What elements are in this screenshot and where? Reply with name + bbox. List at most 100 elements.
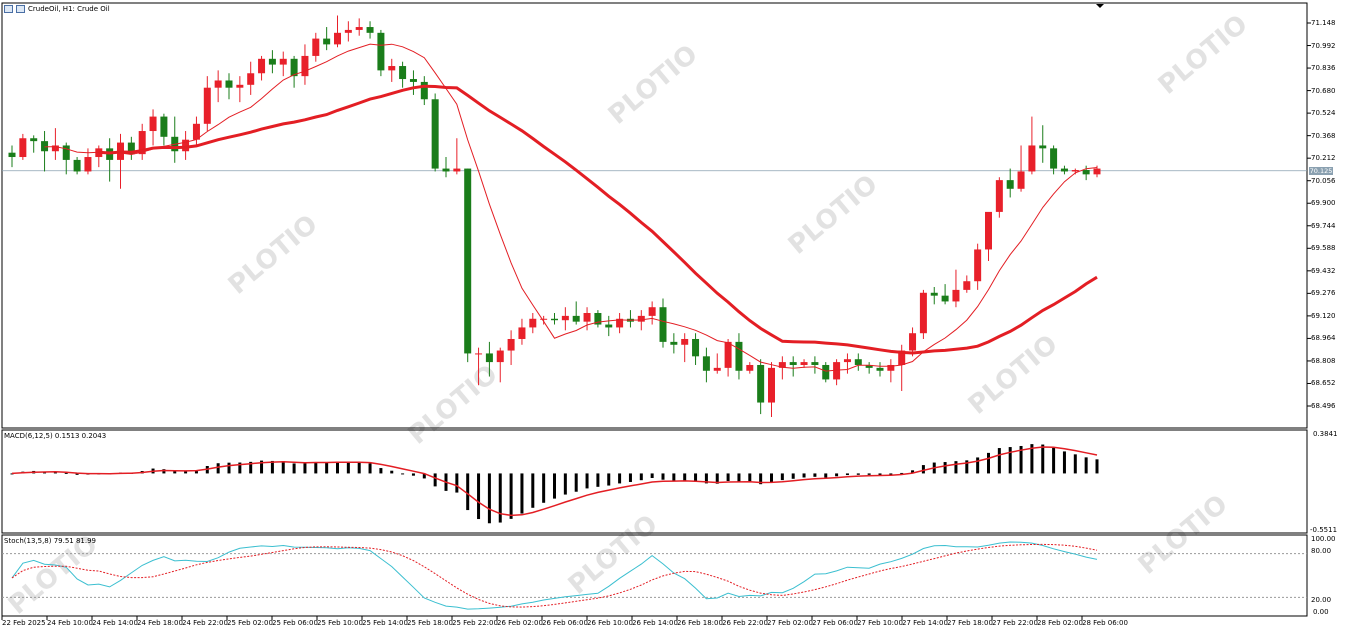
time-axis-label: 27 Feb 02:00 [767,619,813,627]
macd-bar [520,473,524,514]
candle-body [1028,145,1036,172]
candle-body [887,364,895,371]
macd-bar [260,460,264,474]
candle-body [605,324,613,328]
macd-bar [249,461,253,474]
chart-shift-marker [1096,4,1104,8]
macd-bar [780,473,784,481]
price-axis-label: 68.652 [1311,379,1336,388]
stoch-axis-100: 100.00 [1311,535,1336,543]
macd-bar [704,473,708,484]
candle-body [637,315,645,322]
time-axis-label: 25 Feb 02:00 [227,619,273,627]
macd-bar [379,468,383,474]
candle-body [30,138,38,142]
macd-bar [1095,459,1099,474]
candle-body [724,341,732,368]
macd-bar [390,470,394,474]
stoch-main-line [11,541,1098,610]
macd-bar [466,473,470,511]
candle-body [648,307,656,316]
candle-body [529,318,537,328]
time-axis-label: 26 Feb 18:00 [677,619,723,627]
macd-bar [1084,457,1088,474]
candle-body [746,364,754,371]
candle-body [735,341,743,371]
time-axis-label: 27 Feb 22:00 [992,619,1038,627]
candle-body [323,38,331,45]
candle-body [1050,148,1058,169]
candle-body [898,350,906,365]
macd-bar [802,473,806,478]
candle-body [1060,168,1068,172]
macd-bar [835,473,839,477]
candle-body [225,80,233,88]
macd-bar [726,473,730,482]
time-axis-label: 26 Feb 10:00 [587,619,633,627]
candle-body [475,353,483,355]
chart-grid-icon[interactable] [4,5,13,13]
macd-bar [531,473,535,508]
candle-body [377,32,385,71]
macd-bar [281,461,285,474]
candle-body [572,315,580,322]
macd-bar [976,457,980,474]
chart-bars-icon[interactable] [16,5,25,13]
current-price-badge: 70.125 [1309,166,1333,175]
price-axis-label: 70.212 [1311,154,1336,163]
price-axis-label: 69.276 [1311,289,1336,298]
candle-body [843,359,851,363]
macd-bar [401,473,405,475]
candle-body [138,131,146,155]
stoch-pane-frame [1,534,1308,617]
time-axis-label: 27 Feb 06:00 [812,619,858,627]
candle-body [355,27,363,30]
macd-bar [346,462,350,474]
candle-body [73,159,81,172]
macd-bar [303,463,307,474]
price-axis-label: 69.744 [1311,221,1336,230]
macd-bar [596,473,600,487]
symbol-title: CrudeOil, H1: Crude Oil [28,5,110,13]
macd-bar [824,473,828,478]
price-axis-label: 70.056 [1311,176,1336,185]
macd-bar [574,473,578,492]
macd-bar [672,473,676,481]
macd-bar [238,462,242,474]
macd-bar [1052,447,1056,474]
macd-bar [292,463,296,474]
candle-body [127,142,135,155]
candle-body [62,145,70,160]
candle-body [1071,170,1079,172]
macd-axis-min: -0.5511 [1310,526,1338,534]
macd-bar [965,460,969,474]
candle-body [214,80,222,88]
time-axis-label: 24 Feb 14:00 [92,619,138,627]
time-axis-label: 26 Feb 02:00 [497,619,543,627]
candle-body [247,73,255,85]
candle-body [1017,171,1025,189]
candle-body [919,292,927,334]
time-axis-label: 24 Feb 22:00 [182,619,228,627]
macd-bar [1062,451,1066,474]
macd-bar [75,473,79,475]
chart-title-bar: CrudeOil, H1: Crude Oil [4,5,110,13]
price-axis-label: 68.964 [1311,334,1336,343]
macd-bar [628,473,632,482]
macd-bar [455,473,459,493]
macd-bar [368,463,372,474]
time-axis-label: 25 Feb 06:00 [272,619,318,627]
macd-bar [194,470,198,474]
macd-bar [661,473,665,480]
macd-bar [411,473,415,476]
ma-fast-line [44,43,1098,372]
time-axis-label: 24 Feb 10:00 [47,619,93,627]
candle-body [822,364,830,380]
macd-bar [487,473,491,524]
time-axis-label: 28 Feb 02:00 [1037,619,1083,627]
candle-body [268,58,276,65]
candle-body [865,364,873,368]
candle-body [952,289,960,302]
